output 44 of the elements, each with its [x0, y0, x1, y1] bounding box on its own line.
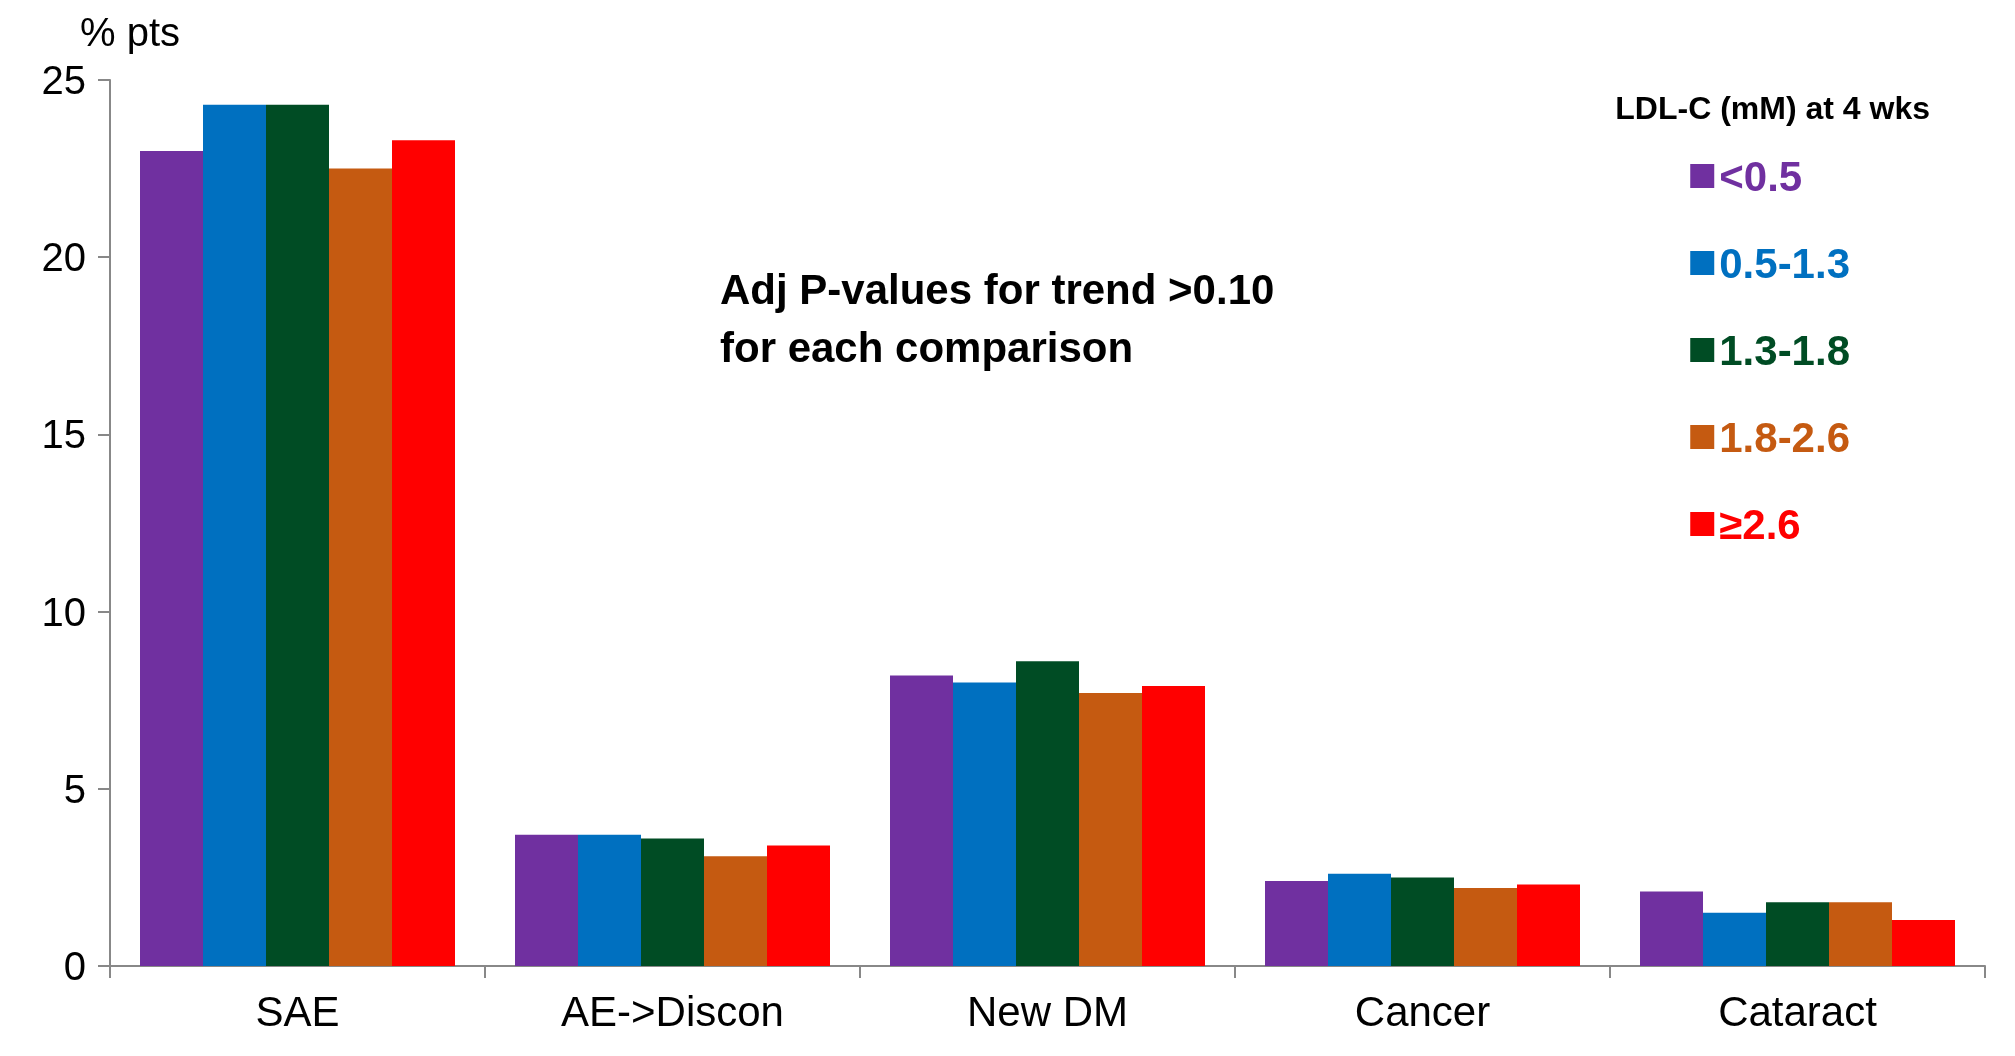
x-tick-label: SAE: [255, 987, 340, 1035]
y-tick-label: 0: [63, 944, 86, 988]
bar: [1703, 912, 1766, 966]
annotation: Adj P-values for trend >0.10 for each comparison: [720, 265, 1275, 371]
bar: [1142, 686, 1205, 966]
x-tick-label: Cancer: [1354, 987, 1491, 1035]
legend-label: 1.8-2.6: [1719, 413, 1851, 461]
bar: [1016, 661, 1079, 966]
legend-title: LDL-C (mM) at 4 wks: [1615, 90, 1930, 126]
bar: [515, 834, 578, 966]
bar: [641, 838, 704, 966]
bar: [1766, 902, 1829, 966]
y-tick-label: 25: [41, 58, 86, 102]
bar: [578, 834, 641, 966]
bar: [140, 150, 203, 966]
bar: [329, 168, 392, 966]
x-tick-label: New DM: [966, 987, 1129, 1035]
bar: [953, 682, 1016, 966]
bar: [203, 104, 266, 966]
y-tick-label: 15: [41, 412, 86, 457]
legend-label: <0.5: [1719, 152, 1803, 200]
y-axis-title: % pts: [80, 10, 181, 54]
bar: [1640, 891, 1703, 966]
bar: [704, 856, 767, 966]
x-tick-label: AE->Discon: [561, 987, 784, 1035]
legend-label: ≥2.6: [1719, 500, 1801, 548]
bar: [1391, 877, 1454, 966]
bar: [890, 675, 953, 966]
y-tick-label: 5: [63, 766, 86, 811]
bar: [1829, 902, 1892, 966]
bar: [1517, 884, 1580, 966]
bar: [1079, 693, 1142, 966]
bar: [1265, 880, 1328, 966]
bar: [1454, 888, 1517, 966]
bar: [767, 845, 830, 966]
legend-label: 0.5-1.3: [1719, 239, 1851, 287]
y-tick-label: 20: [41, 235, 86, 280]
x-tick-label: Cataract: [1718, 987, 1878, 1035]
legend-label: 1.3-1.8: [1719, 326, 1851, 374]
bar: [1892, 919, 1955, 966]
y-tick-label: 10: [41, 589, 86, 634]
bar: [392, 140, 455, 966]
bar: [1328, 873, 1391, 966]
bar: [266, 104, 329, 966]
